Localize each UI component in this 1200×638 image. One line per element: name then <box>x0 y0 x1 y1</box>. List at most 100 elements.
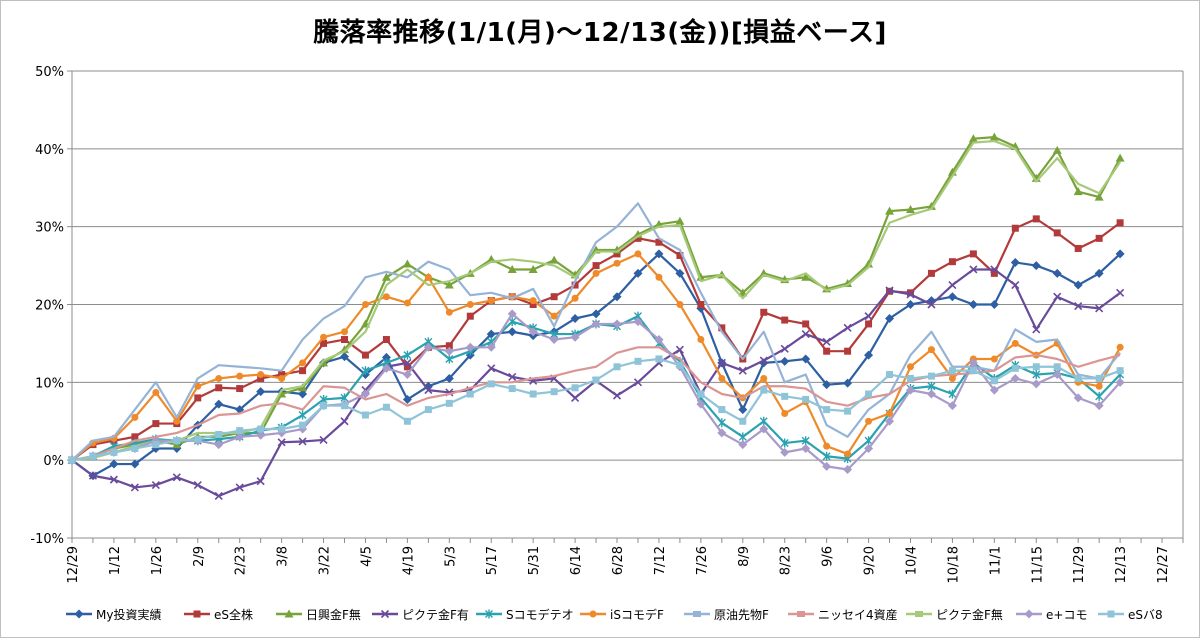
data-point <box>989 300 999 309</box>
data-point <box>235 432 245 442</box>
data-point <box>696 272 706 281</box>
data-point <box>906 289 914 297</box>
data-point <box>676 361 684 369</box>
data-point <box>822 461 832 471</box>
data-point <box>1094 268 1104 278</box>
data-point <box>1115 249 1125 259</box>
x-tick-label: 7/12 <box>653 546 668 575</box>
data-point <box>341 402 349 410</box>
data-point <box>131 433 139 441</box>
data-point <box>781 409 789 417</box>
data-point <box>193 481 202 490</box>
data-point <box>1052 268 1062 278</box>
data-point <box>152 441 160 449</box>
data-point <box>214 440 224 450</box>
data-point <box>1116 343 1124 351</box>
data-point <box>1116 367 1124 375</box>
data-point <box>1094 401 1104 411</box>
data-point <box>278 374 286 382</box>
data-point <box>550 312 558 320</box>
data-point <box>109 459 119 469</box>
legend-item: e+コモ <box>1016 608 1087 622</box>
legend-item: eSバ8 <box>1098 608 1163 622</box>
data-point <box>676 251 684 259</box>
data-point <box>738 440 748 450</box>
legend-label: 原油先物F <box>714 608 769 622</box>
data-point <box>341 328 349 336</box>
data-point <box>633 317 643 327</box>
data-point <box>864 436 873 446</box>
x-tick-label: 4/5 <box>359 546 374 567</box>
x-tick-label: 2/23 <box>234 546 249 575</box>
data-point <box>926 389 936 399</box>
data-point <box>194 394 202 402</box>
data-point <box>886 371 894 379</box>
series-line <box>71 202 1121 461</box>
data-point <box>1073 280 1083 290</box>
data-point <box>781 316 789 324</box>
data-point <box>1095 391 1104 401</box>
legend-item: My投資実績 <box>66 607 161 622</box>
data-point <box>969 250 977 258</box>
data-point <box>655 238 663 246</box>
data-point <box>528 264 538 273</box>
legend-label: ピクテ金F有 <box>402 607 469 622</box>
data-point <box>1024 609 1034 619</box>
data-point <box>193 610 201 618</box>
data-point <box>550 388 558 396</box>
data-point <box>444 280 454 289</box>
x-tick-label: 12/27 <box>1156 546 1171 583</box>
data-point <box>507 309 517 319</box>
data-point <box>194 382 202 390</box>
data-point <box>172 473 181 482</box>
legend-label: eS全株 <box>214 607 253 622</box>
data-point <box>968 134 978 143</box>
data-point <box>1053 363 1061 371</box>
data-point <box>256 477 265 486</box>
legend-item: eS全株 <box>184 607 253 622</box>
data-point <box>485 609 493 619</box>
data-point <box>341 336 349 344</box>
data-point <box>760 308 768 316</box>
data-point <box>822 380 832 390</box>
data-point <box>529 297 537 305</box>
data-point <box>927 381 936 391</box>
data-point <box>194 435 202 443</box>
data-point <box>738 366 747 375</box>
data-point <box>445 308 453 316</box>
y-tick-label: 0% <box>43 454 64 469</box>
data-point <box>528 327 538 337</box>
data-point <box>801 330 810 339</box>
data-point <box>801 354 811 364</box>
data-point <box>717 418 726 428</box>
data-point <box>844 347 852 355</box>
data-point <box>696 399 706 409</box>
data-point <box>131 444 139 452</box>
data-point <box>655 355 663 363</box>
data-point <box>780 356 790 366</box>
data-point <box>215 374 223 382</box>
data-point <box>990 355 998 363</box>
series-line <box>71 346 1121 462</box>
data-point <box>592 376 600 384</box>
data-point <box>823 442 831 450</box>
data-point <box>571 384 579 392</box>
data-point <box>1011 339 1019 347</box>
data-point <box>864 350 874 360</box>
data-point <box>298 410 307 420</box>
data-point <box>277 438 286 447</box>
legend-label: eSバ8 <box>1128 608 1163 622</box>
data-point <box>865 417 873 425</box>
data-point <box>780 447 790 457</box>
data-point <box>549 335 559 345</box>
data-point <box>571 393 580 402</box>
legend-item: ニッセイ4資産 <box>788 607 898 622</box>
gridlines <box>67 70 1184 539</box>
data-point <box>1074 374 1082 382</box>
data-point <box>1074 301 1083 311</box>
data-point <box>382 336 390 344</box>
x-axis-ticks: 12/29 1/12 1/26 2/9 2/23 3/8 3/22 4/5 4/19 5/3 5/1… <box>66 538 1184 583</box>
data-point <box>906 374 914 382</box>
legend-swatch-mark <box>915 611 923 617</box>
data-point <box>738 405 748 415</box>
